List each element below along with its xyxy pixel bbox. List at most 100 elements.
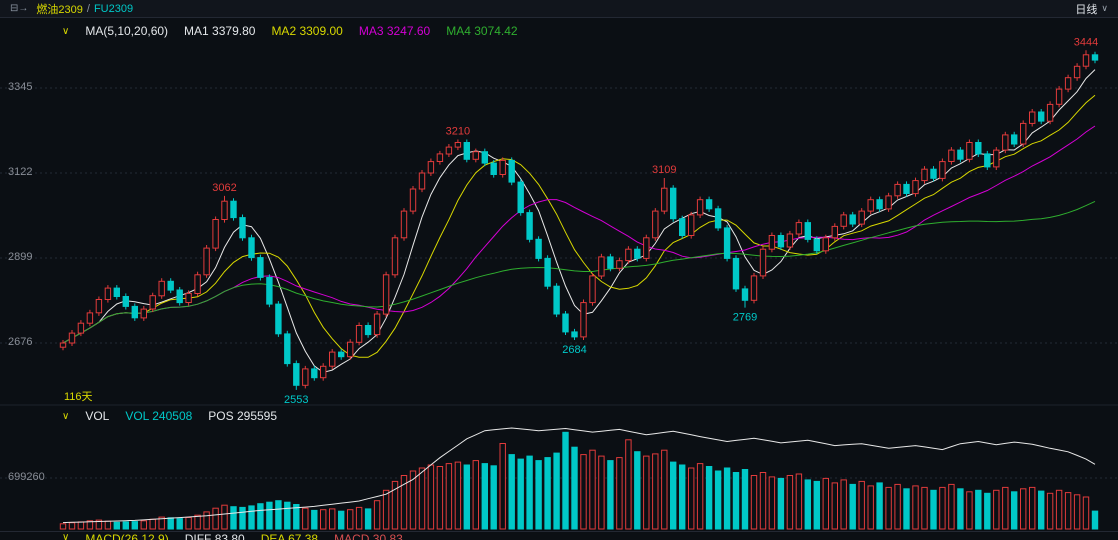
candle-body xyxy=(679,218,686,236)
candle-body xyxy=(688,214,695,236)
candle-body xyxy=(1002,134,1009,151)
candle-body xyxy=(939,161,946,179)
candle-body xyxy=(275,303,282,335)
volume-bar xyxy=(320,509,327,530)
candle-body xyxy=(634,248,641,259)
dea-value: DEA 67.38 xyxy=(260,532,319,540)
candle-body xyxy=(347,341,354,358)
candle-body xyxy=(113,287,120,298)
volume-bar xyxy=(212,507,219,530)
candle-body xyxy=(993,149,1000,168)
volume-bar xyxy=(508,454,515,530)
candle-body xyxy=(382,274,390,315)
volume-bar xyxy=(221,504,228,530)
volume-bar xyxy=(427,464,435,530)
candle-body xyxy=(885,195,892,210)
volume-bar xyxy=(921,486,928,530)
volume-bar xyxy=(167,517,174,530)
volume-bar xyxy=(652,453,659,530)
price-annotation: 3444 xyxy=(1074,36,1098,48)
candle-body xyxy=(203,247,210,276)
candle-body xyxy=(1091,54,1099,61)
collapse-chevron-icon[interactable]: ∨ xyxy=(62,25,70,37)
candle-body xyxy=(454,142,462,148)
volume-bar xyxy=(1038,490,1045,530)
candle-body xyxy=(508,159,515,183)
candle-body xyxy=(68,332,76,344)
volume-bar xyxy=(203,511,210,530)
candle-body xyxy=(652,210,659,239)
volume-indicator-header: ∨ VOL VOL 240508 POS 295595 xyxy=(62,409,277,423)
volume-bar xyxy=(95,519,103,530)
volume-bar xyxy=(804,479,811,530)
candle-body xyxy=(571,331,578,338)
candle-body xyxy=(912,180,919,195)
y-axis-label: 699260 xyxy=(8,471,45,483)
volume-bar xyxy=(993,489,1000,530)
top-bar: ⊟→ 燃油2309 / FU2309 日线 ∨ xyxy=(0,0,1118,18)
candle-body xyxy=(355,325,363,343)
candle-body xyxy=(391,237,399,276)
volume-bar xyxy=(688,467,695,530)
candle-body xyxy=(957,149,964,160)
volume-bar xyxy=(526,455,533,530)
candle-body xyxy=(813,238,820,252)
volume-bar xyxy=(786,475,794,530)
period-selector[interactable]: 日线 ∨ xyxy=(1075,1,1108,17)
candle-body xyxy=(1038,111,1045,122)
candle-body xyxy=(463,142,471,160)
candle-body xyxy=(499,159,506,175)
volume-bar xyxy=(858,480,865,530)
volume-bar xyxy=(230,506,237,530)
volume-bar xyxy=(239,506,246,530)
contract-switch-icon[interactable]: ⊟→ xyxy=(10,3,29,14)
volume-bar xyxy=(1073,494,1081,530)
collapse-chevron-icon[interactable]: ∨ xyxy=(62,410,70,422)
candle-body xyxy=(329,351,336,367)
instrument-code: FU2309 xyxy=(93,2,134,15)
candle-body xyxy=(759,248,767,277)
candle-body xyxy=(723,227,731,259)
volume-bar xyxy=(885,486,892,530)
candle-body xyxy=(1029,111,1036,124)
volume-bar xyxy=(257,503,264,530)
volume-bar xyxy=(364,508,372,530)
volume-bar xyxy=(1064,492,1072,530)
candle-body xyxy=(122,296,129,307)
volume-bar xyxy=(113,521,120,530)
candle-body xyxy=(966,142,973,160)
volume-bar xyxy=(984,492,991,530)
candle-body xyxy=(921,168,928,182)
candle-body xyxy=(894,183,901,197)
candle-body xyxy=(840,214,847,227)
candle-body xyxy=(445,146,453,155)
candle-body xyxy=(526,212,533,240)
volume-bar xyxy=(607,460,614,530)
candle-body xyxy=(768,235,776,250)
candle-body xyxy=(311,368,318,379)
price-annotation: 3210 xyxy=(446,126,470,138)
candle-body xyxy=(427,161,435,174)
candle-body xyxy=(777,235,785,248)
candle-body xyxy=(741,288,749,301)
candles xyxy=(59,50,1099,390)
candle-body xyxy=(903,183,910,194)
volume-bar xyxy=(373,500,381,530)
candle-body xyxy=(544,257,551,287)
volume-bar xyxy=(1020,488,1027,530)
candle-body xyxy=(598,256,605,277)
candle-body xyxy=(705,199,713,210)
collapse-chevron-icon[interactable]: ∨ xyxy=(62,532,70,540)
volume-bar xyxy=(571,446,578,530)
volume-bar xyxy=(418,467,426,530)
ma4-line xyxy=(62,200,1096,344)
volume-bar xyxy=(329,508,336,530)
volume-bar xyxy=(311,509,318,530)
price-annotation: 2769 xyxy=(733,312,757,324)
volume-bar xyxy=(1029,486,1036,530)
volume-bar xyxy=(454,461,462,530)
volume-bar xyxy=(894,483,901,530)
volume-bar xyxy=(741,469,749,530)
volume-bar xyxy=(1091,510,1099,530)
